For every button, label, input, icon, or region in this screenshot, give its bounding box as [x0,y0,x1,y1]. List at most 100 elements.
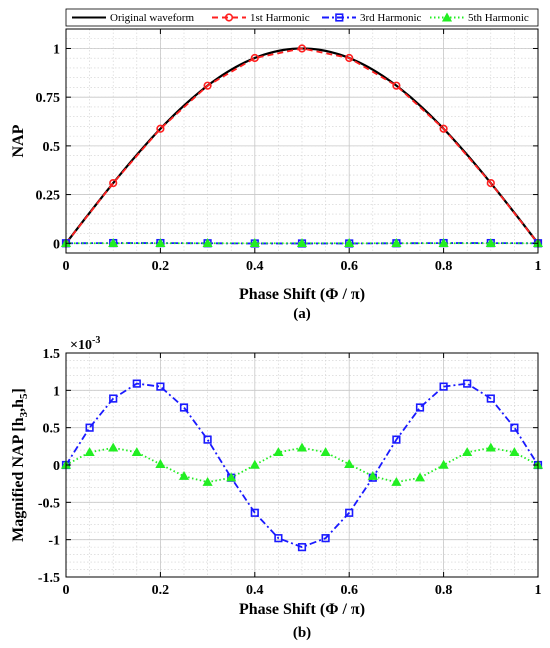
panel-b-series-5th-harmonic-point [178,470,190,480]
panel-b-series-3rd-harmonic-point [109,394,118,403]
panel-b-ytick-label: 0.5 [43,422,61,437]
panel-a-xtick-label: 0.6 [340,259,358,274]
panel-a-ytick-label: 0.25 [36,189,61,204]
panel-a-ylabel: NAP [10,124,27,157]
panel-b-series-3rd-harmonic-point [156,382,165,391]
panel-b-ytick-label: 0 [53,459,60,474]
panel-b-series-5th-harmonic-point [296,442,308,452]
panel-a-ytick-label: 0.5 [43,140,61,155]
panel-b-xtick-label: 1 [535,583,542,598]
legend-label-h5: 5th Harmonic [468,12,529,24]
legend-label-h1: 1st Harmonic [250,12,310,24]
legend-label-original: Original waveform [110,12,194,24]
legend-marker-h1 [224,13,234,22]
panel-a-series-1st-harmonic-point [392,81,401,90]
panel-b-ytick-label: 1.5 [43,347,61,362]
legend-entry-original: Original waveform [72,12,194,24]
panel-b-series-3rd-harmonic-point [439,382,448,391]
panel-b-series-3rd-harmonic-point [85,423,94,432]
panel-b-series-5th-harmonic-point [367,470,378,480]
multiplier-exponent: -3 [92,335,100,346]
legend-label-h3: 3rd Harmonic [360,12,422,24]
panel-a-series-5th-harmonic-point [249,238,260,247]
panel-b-xlabel: Phase Shift (Φ / π) [239,601,365,618]
legend: Original waveform 1st Harmonic 3rd Harmo… [65,8,539,27]
legend-marker-h5 [441,12,453,22]
ylabel-sub-5: 5 [18,393,30,399]
panel-a-series-5th-harmonic-point [155,238,166,247]
panel-a-xtick-label: 0.4 [246,259,264,274]
panel-b-series-3rd-harmonic-point [132,379,141,388]
panel-b-ytick-label: 1 [53,384,60,399]
panel-b-ytick-label: -0.5 [38,496,60,511]
panel-a-series-5th-harmonic-point [344,238,355,247]
panel-b-series-3rd-harmonic-point [250,508,259,517]
panel-a-ticks: 0 0.2 0.4 0.6 0.8 1 0 0.25 0.5 0.75 1 [36,29,542,274]
panel-b-series-5th-harmonic-point [273,447,284,457]
panel-b-series-3rd-harmonic-line [65,382,539,549]
panel-b-grid [65,352,539,578]
panel-a-xtick-label: 0.2 [152,259,170,274]
panel-a-caption: (a) [293,306,311,322]
panel-a-xlabel: Phase Shift (Φ / π) [239,286,365,303]
panel-b-ylabel: Magnified NAP [h3,h5] [10,388,30,542]
panel-a-xtick-label: 1 [535,259,542,274]
ylabel-main: Magnified NAP [h [10,417,27,542]
panel-a-series [60,44,544,248]
panel-a-series-1st-harmonic-point [345,53,354,63]
multiplier-base: ×10 [70,338,92,353]
panel-b-multiplier: ×10-3 [70,335,100,353]
legend-box [65,8,539,27]
panel-b-series-3rd-harmonic-point [203,435,212,444]
panel-b-ytick-label: -1.5 [38,571,60,586]
panel-a-series-5th-harmonic-point [438,238,449,247]
panel-b-series-5th-harmonic-point [462,447,473,457]
panel-b-series-3rd-harmonic-point [463,379,472,388]
panel-b-xtick-label: 0 [63,583,70,598]
panel-b-caption: (b) [293,625,311,641]
panel-b-series-3rd-harmonic-point [345,508,354,517]
panel-a-series-1st-harmonic-point [109,178,118,188]
panel-a: 0 0.2 0.4 0.6 0.8 1 0 0.25 0.5 0.75 1 Phase Shift … [10,28,544,322]
panel-b-series-5th-harmonic-point [249,459,260,469]
panel-a-series-1st-harmonic-point [203,81,212,90]
panel-b-series-3rd-harmonic-point [321,534,330,543]
panel-b-xtick-label: 0.2 [152,583,170,598]
panel-a-series-5th-harmonic-point [108,238,119,247]
plot-a-frame [65,28,539,254]
legend-entry-h5: 5th Harmonic [430,12,529,24]
panel-b-xtick-label: 0.6 [340,583,358,598]
panel-b-series-3rd-harmonic-point [179,403,189,412]
panel-b-series-5th-harmonic-point [108,442,119,452]
panel-a-series-5th-harmonic-point [296,238,308,247]
panel-a-series-5th-harmonic [60,238,544,247]
panel-b-series-5th-harmonic-point [344,459,355,468]
ylabel-end: ] [10,388,27,393]
panel-b-series-3rd-harmonic-point [486,394,495,403]
legend-marker-h3 [335,13,344,22]
panel-b-series-5th-harmonic-point [391,476,402,486]
panel-a-series-5th-harmonic-point [391,238,402,247]
legend-entry-h3: 3rd Harmonic [322,12,422,24]
panel-b-series-5th-harmonic-point [84,447,95,457]
panel-b-series-5th-harmonic-point [485,442,496,452]
panel-b-series [60,379,544,552]
panel-a-series-1st-harmonic-point [439,124,448,133]
panel-a-series-1st-harmonic-point [250,53,259,63]
panel-a-series-5th-harmonic-point [485,238,496,247]
panel-b-ytick-label: -1 [48,534,60,549]
panel-b-xtick-label: 0.4 [246,583,264,598]
panel-b-series-5th-harmonic-point [202,476,213,486]
panel-b-series-3rd-harmonic-point [297,543,307,552]
panel-a-series-1st-harmonic-line [65,47,539,244]
panel-b-series-5th-harmonic-point [438,459,449,469]
panel-b: 0 0.2 0.4 0.6 0.8 1 -1.5 -1 -0.5 0 0.5 1 1.5 ×10-3 P… [10,335,544,641]
panel-b-xtick-label: 0.8 [435,583,453,598]
panel-b-series-3rd-harmonic-point [274,534,283,543]
panel-b-series-5th-harmonic-point [320,447,331,457]
ylabel-sep: ,h [10,399,27,412]
panel-b-series-5th-harmonic-point [509,447,520,457]
panel-b-series-3rd-harmonic-point [415,403,425,412]
panel-a-ytick-label: 0.75 [36,91,61,106]
